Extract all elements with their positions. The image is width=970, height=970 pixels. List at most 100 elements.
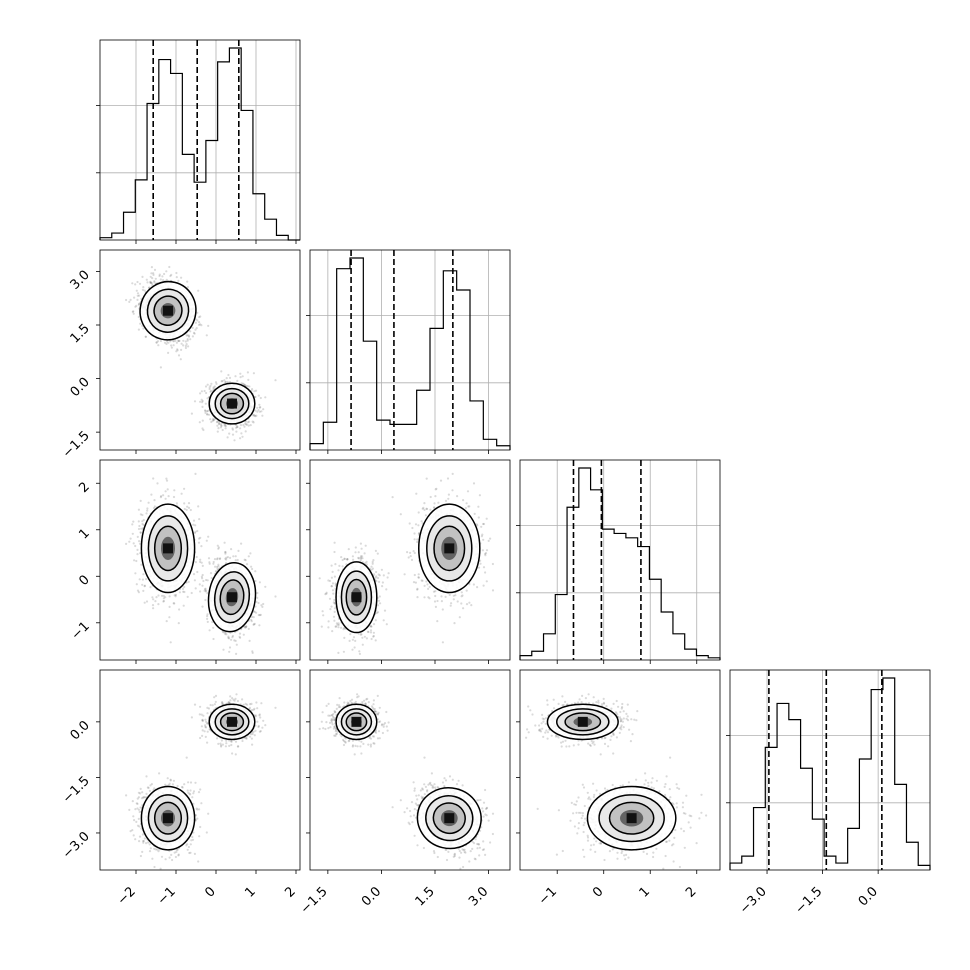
scatter-point — [462, 499, 465, 502]
scatter-point — [249, 552, 252, 555]
scatter-point — [428, 597, 431, 600]
scatter-point — [380, 568, 383, 571]
scatter-point — [224, 381, 227, 384]
histogram-outline — [99, 47, 300, 241]
scatter-point — [243, 425, 246, 428]
scatter-point — [136, 553, 139, 556]
scatter-point — [245, 625, 248, 628]
scatter-point — [414, 581, 417, 584]
scatter-point — [187, 345, 190, 348]
scatter-point — [477, 566, 481, 569]
scatter-point — [217, 546, 220, 549]
scatter-point — [255, 611, 258, 614]
scatter-point — [449, 604, 452, 607]
scatter-point — [199, 558, 202, 561]
scatter-point — [378, 595, 381, 598]
scatter-point — [217, 422, 221, 425]
scatter-point — [224, 552, 227, 555]
scatter-point — [137, 328, 140, 331]
scatter-point — [219, 557, 222, 560]
scatter-point — [364, 562, 367, 565]
scatter-point — [251, 567, 254, 571]
scatter-point — [128, 300, 131, 303]
scatter-point — [175, 271, 178, 275]
scatter-point — [333, 598, 336, 602]
contour-line — [147, 515, 189, 582]
scatter-point — [479, 562, 482, 565]
scatter-point — [363, 552, 366, 555]
contour-line — [219, 392, 245, 415]
scatter-point — [162, 594, 165, 598]
scatter-point — [260, 604, 263, 607]
scatter-point — [215, 382, 218, 385]
scatter-point — [137, 591, 140, 594]
scatter-point — [205, 539, 208, 542]
scatter-point — [150, 266, 153, 269]
scatter-point — [482, 522, 485, 526]
scatter-point — [235, 426, 238, 429]
scatter-point — [136, 294, 139, 297]
scatter-point — [211, 419, 214, 422]
scatter-point — [254, 579, 257, 583]
scatter-point — [447, 493, 450, 496]
scatter-point — [257, 394, 260, 397]
scatter-point — [484, 552, 487, 556]
histogram-frame — [519, 459, 721, 661]
scatter-point — [190, 412, 193, 415]
scatter-point — [460, 595, 463, 598]
scatter-point — [258, 581, 261, 584]
scatter-point — [198, 421, 201, 424]
scatter-point — [417, 532, 421, 535]
scatter-point — [132, 312, 135, 315]
scatter-point — [262, 602, 265, 606]
density-cell — [163, 305, 173, 316]
scatter-point — [423, 584, 426, 588]
scatter-point — [448, 593, 451, 597]
scatter-point — [186, 334, 189, 337]
scatter-point — [133, 559, 136, 562]
scatter-point — [244, 420, 248, 423]
scatter-point — [399, 513, 402, 516]
scatter-point — [485, 580, 488, 583]
scatter-point — [186, 286, 189, 289]
scatter-point — [228, 376, 232, 379]
scatter-point — [482, 538, 485, 541]
scatter-point — [336, 623, 339, 626]
scatter-point — [142, 286, 145, 289]
scatter-point — [156, 482, 159, 485]
scatter-point — [183, 585, 186, 589]
scatter-point — [201, 405, 204, 408]
scatter-point — [179, 358, 182, 361]
scatter-point — [427, 596, 430, 599]
scatter-point — [185, 343, 188, 346]
scatter-point — [220, 370, 223, 373]
scatter-point — [252, 413, 255, 416]
scatter-point — [206, 409, 209, 413]
scatter-point — [373, 573, 376, 576]
scatter-point — [189, 330, 192, 333]
scatter-point — [183, 502, 186, 505]
scatter-point — [247, 555, 250, 558]
panel-content — [125, 472, 277, 656]
scatter-point — [236, 379, 239, 382]
scatter-point — [161, 275, 164, 278]
scatter-point — [372, 623, 376, 626]
scatter-point — [194, 561, 197, 564]
scatter-point — [346, 558, 349, 561]
scatter-point — [256, 596, 259, 600]
scatter-point — [228, 650, 231, 653]
scatter-point — [186, 280, 189, 283]
scatter-point — [157, 594, 160, 597]
scatter-point — [222, 631, 225, 634]
scatter-point — [440, 600, 443, 603]
scatter-point — [482, 566, 486, 569]
scatter-point — [343, 557, 346, 560]
scatter-point — [166, 488, 169, 491]
scatter-point — [195, 327, 198, 330]
scatter-point — [451, 489, 454, 492]
scatter-point — [218, 557, 221, 561]
scatter-point — [170, 273, 173, 276]
scatter-point — [243, 625, 246, 628]
scatter-point — [152, 598, 155, 601]
scatter-point — [162, 600, 165, 603]
